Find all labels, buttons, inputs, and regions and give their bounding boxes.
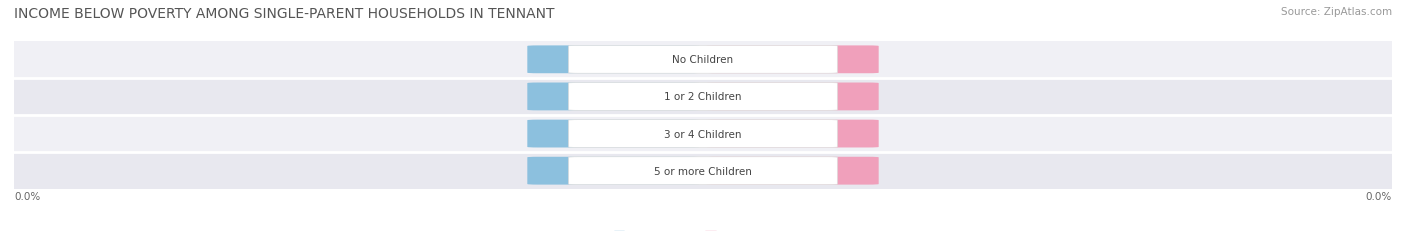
Text: 0.0%: 0.0% <box>599 92 628 102</box>
FancyBboxPatch shape <box>568 46 838 74</box>
Text: 0.0%: 0.0% <box>599 129 628 139</box>
FancyBboxPatch shape <box>7 42 1399 79</box>
Text: 0.0%: 0.0% <box>1365 191 1392 201</box>
FancyBboxPatch shape <box>568 120 838 148</box>
Text: 0.0%: 0.0% <box>778 55 807 65</box>
FancyBboxPatch shape <box>706 120 879 148</box>
Text: 1 or 2 Children: 1 or 2 Children <box>664 92 742 102</box>
Text: 5 or more Children: 5 or more Children <box>654 166 752 176</box>
FancyBboxPatch shape <box>568 157 838 185</box>
FancyBboxPatch shape <box>7 79 1399 116</box>
FancyBboxPatch shape <box>527 46 700 74</box>
FancyBboxPatch shape <box>527 120 700 148</box>
Text: 0.0%: 0.0% <box>778 166 807 176</box>
Text: No Children: No Children <box>672 55 734 65</box>
FancyBboxPatch shape <box>527 83 700 111</box>
FancyBboxPatch shape <box>14 42 1392 79</box>
FancyBboxPatch shape <box>706 157 879 185</box>
FancyBboxPatch shape <box>568 83 838 111</box>
FancyBboxPatch shape <box>14 152 1392 189</box>
FancyBboxPatch shape <box>7 116 1399 152</box>
Text: 0.0%: 0.0% <box>778 92 807 102</box>
FancyBboxPatch shape <box>14 79 1392 116</box>
FancyBboxPatch shape <box>706 83 879 111</box>
Text: 0.0%: 0.0% <box>14 191 41 201</box>
Text: 0.0%: 0.0% <box>599 166 628 176</box>
Text: Source: ZipAtlas.com: Source: ZipAtlas.com <box>1281 7 1392 17</box>
FancyBboxPatch shape <box>706 46 879 74</box>
FancyBboxPatch shape <box>527 157 700 185</box>
Text: 3 or 4 Children: 3 or 4 Children <box>664 129 742 139</box>
Text: 0.0%: 0.0% <box>778 129 807 139</box>
FancyBboxPatch shape <box>14 116 1392 152</box>
FancyBboxPatch shape <box>7 152 1399 189</box>
Text: 0.0%: 0.0% <box>599 55 628 65</box>
Text: INCOME BELOW POVERTY AMONG SINGLE-PARENT HOUSEHOLDS IN TENNANT: INCOME BELOW POVERTY AMONG SINGLE-PARENT… <box>14 7 554 21</box>
